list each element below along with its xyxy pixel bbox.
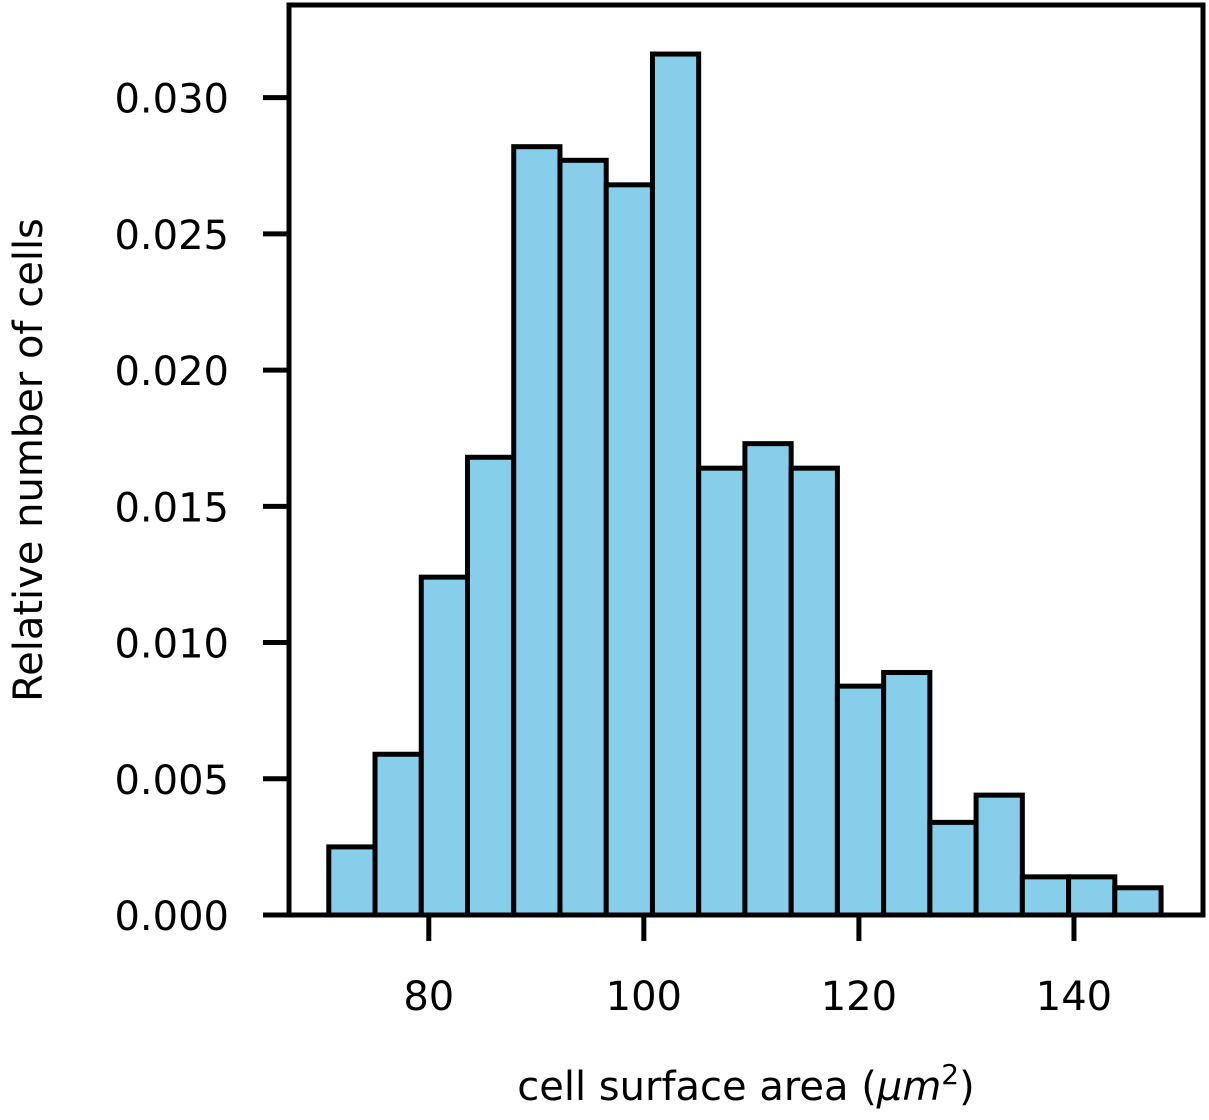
x-tick-label: 140: [1036, 974, 1112, 1020]
x-tick-label: 100: [606, 974, 682, 1020]
y-tick-label: 0.010: [114, 622, 229, 668]
histogram-bar: [881, 670, 933, 918]
histogram-bar: [927, 819, 979, 918]
histogram-bar: [603, 182, 655, 918]
histogram-bar: [649, 51, 702, 918]
y-tick-label: 0.025: [114, 213, 229, 259]
histogram-bar: [418, 574, 470, 918]
y-tick-label: 0.005: [114, 758, 229, 804]
histogram-bars: [326, 51, 1164, 918]
y-tick-label: 0.020: [114, 349, 229, 395]
y-tick-label: 0.000: [114, 894, 229, 940]
histogram-bar: [1019, 874, 1072, 918]
histogram-bar: [696, 465, 748, 918]
histogram-bar: [372, 751, 424, 918]
histogram-bar: [1112, 885, 1164, 918]
plot-frame: [286, 2, 1206, 918]
histogram-bar: [1066, 874, 1118, 918]
histogram-bar: [511, 144, 563, 918]
y-tick-label: 0.015: [114, 485, 229, 531]
x-axis-ticks: 80 100 120 140: [403, 915, 1112, 1020]
y-axis-label: Relative number of cells: [6, 218, 52, 702]
histogram-bar: [326, 844, 378, 918]
y-axis-ticks: 0.000 0.005 0.010 0.015 0.020 0.025 0.030: [114, 77, 289, 940]
y-tick-label: 0.030: [114, 77, 229, 123]
x-tick-label: 80: [403, 974, 454, 1020]
x-tick-label: 120: [821, 974, 897, 1020]
histogram-bar: [788, 465, 840, 918]
histogram-bar: [742, 441, 794, 918]
histogram-bar: [973, 792, 1025, 918]
histogram-bar: [557, 157, 609, 918]
x-axis-label: cell surface area (μm2): [517, 1058, 974, 1110]
histogram-bar: [464, 454, 517, 918]
histogram-bar: [834, 683, 887, 918]
